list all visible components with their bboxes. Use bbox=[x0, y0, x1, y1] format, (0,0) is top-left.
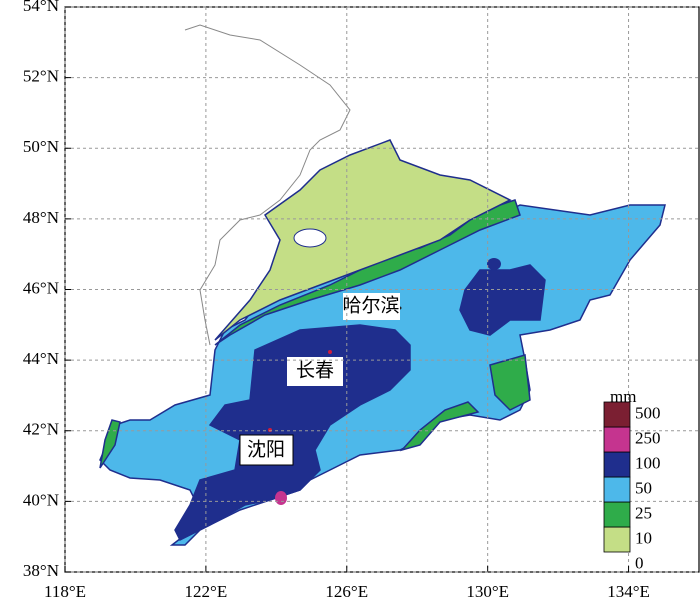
legend-swatch bbox=[603, 501, 631, 528]
city-labels: 哈尔滨 长春 沈阳 bbox=[239, 293, 400, 466]
city-dot bbox=[268, 428, 272, 432]
region-10-25 bbox=[489, 354, 531, 411]
city-box bbox=[287, 357, 343, 386]
legend-label: 500 bbox=[635, 403, 661, 422]
x-tick-label: 118°E bbox=[44, 582, 86, 601]
legend-swatch bbox=[603, 526, 631, 553]
region-10-25 bbox=[99, 419, 121, 469]
legend-label: 25 bbox=[635, 503, 652, 522]
legend-swatch bbox=[603, 426, 631, 453]
x-tick-label: 134°E bbox=[607, 582, 650, 601]
legend-label: 10 bbox=[635, 528, 652, 547]
region-50-100 bbox=[174, 324, 411, 542]
y-tick-label: 52°N bbox=[23, 67, 59, 86]
x-tick-label: 122°E bbox=[185, 582, 228, 601]
x-tick-label: 130°E bbox=[466, 582, 509, 601]
x-tick-label: 126°E bbox=[325, 582, 368, 601]
regions bbox=[99, 24, 666, 546]
y-tick-label: 54°N bbox=[23, 0, 59, 15]
y-tick-label: 48°N bbox=[23, 208, 59, 227]
region-10-25 bbox=[214, 199, 521, 346]
region-50-100 bbox=[487, 258, 501, 270]
city-dot bbox=[328, 350, 332, 354]
city-label: 哈尔滨 bbox=[342, 294, 399, 316]
legend-swatch bbox=[603, 401, 631, 428]
region-50-100 bbox=[459, 264, 546, 336]
y-tick-label: 46°N bbox=[23, 278, 59, 297]
legend-label: 50 bbox=[635, 478, 652, 497]
y-tick-label: 42°N bbox=[23, 420, 59, 439]
legend-swatch bbox=[603, 476, 631, 503]
city-label: 长春 bbox=[296, 359, 334, 381]
y-tick-label: 44°N bbox=[23, 349, 59, 368]
city-box bbox=[343, 293, 400, 320]
region-100-250 bbox=[275, 491, 287, 505]
y-tick-label: 40°N bbox=[23, 490, 59, 509]
city-label: 沈阳 bbox=[247, 438, 285, 460]
city-box bbox=[239, 434, 294, 466]
province-outline bbox=[184, 24, 351, 346]
no-data bbox=[293, 228, 327, 248]
legend-label: 100 bbox=[635, 453, 661, 472]
legend-unit: mm bbox=[610, 387, 636, 406]
legend-label: 250 bbox=[635, 428, 661, 447]
legend-swatch bbox=[603, 451, 631, 478]
legend-label: 0 bbox=[635, 553, 644, 572]
region-10-25 bbox=[399, 401, 480, 452]
y-tick-label: 38°N bbox=[23, 561, 59, 580]
y-tick-label: 50°N bbox=[23, 137, 59, 156]
